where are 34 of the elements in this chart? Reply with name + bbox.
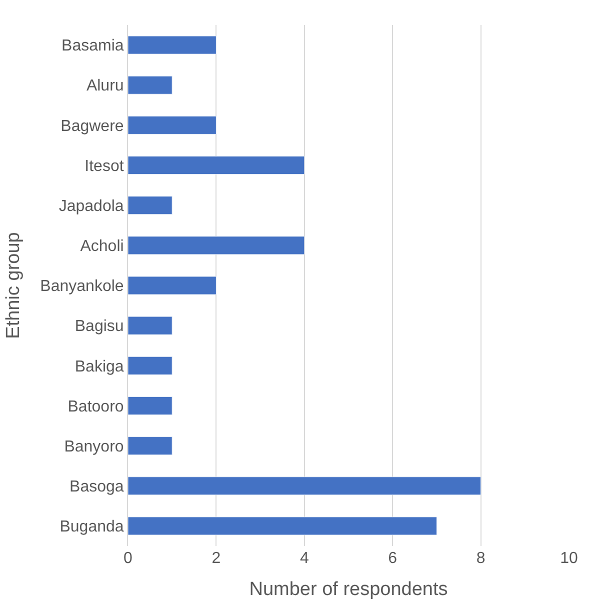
y-axis-title: Ethnic group (3, 232, 24, 339)
bar (128, 436, 172, 456)
y-tick-label: Bagwere (60, 118, 124, 135)
y-tick-label: Bakiga (74, 358, 124, 376)
x-tick-label: 8 (476, 550, 486, 567)
y-tick-label: Acholi (80, 238, 124, 256)
bar (128, 516, 437, 536)
bar (128, 316, 172, 335)
y-tick-label: Buganda (60, 518, 124, 536)
x-tick-label: 6 (388, 550, 398, 567)
bar (128, 36, 216, 54)
x-tick-label: 4 (300, 550, 309, 567)
y-tick-label: Banyankole (40, 278, 124, 296)
bar (128, 116, 216, 134)
x-tick-label: 0 (124, 550, 133, 567)
y-tick-label: Basoga (70, 478, 124, 496)
y-tick-label: Itesot (84, 158, 124, 175)
bar (128, 476, 482, 496)
y-tick-label: Bagisu (74, 318, 124, 336)
y-tick-label: Basamia (62, 38, 124, 55)
y-tick-label: Aluru (86, 78, 124, 95)
bar (128, 356, 172, 375)
x-tick-label: 10 (560, 550, 578, 567)
y-tick-label: Batooro (68, 398, 124, 416)
bar (128, 276, 216, 295)
x-tick-label: 2 (212, 550, 221, 567)
bar (128, 76, 172, 94)
x-axis-title: Number of respondents (249, 578, 448, 600)
y-tick-label: Banyoro (64, 438, 124, 456)
bar (128, 156, 305, 175)
bar (128, 396, 172, 415)
bar (128, 196, 172, 215)
bar (128, 236, 305, 255)
y-tick-label: Japadola (58, 198, 124, 215)
